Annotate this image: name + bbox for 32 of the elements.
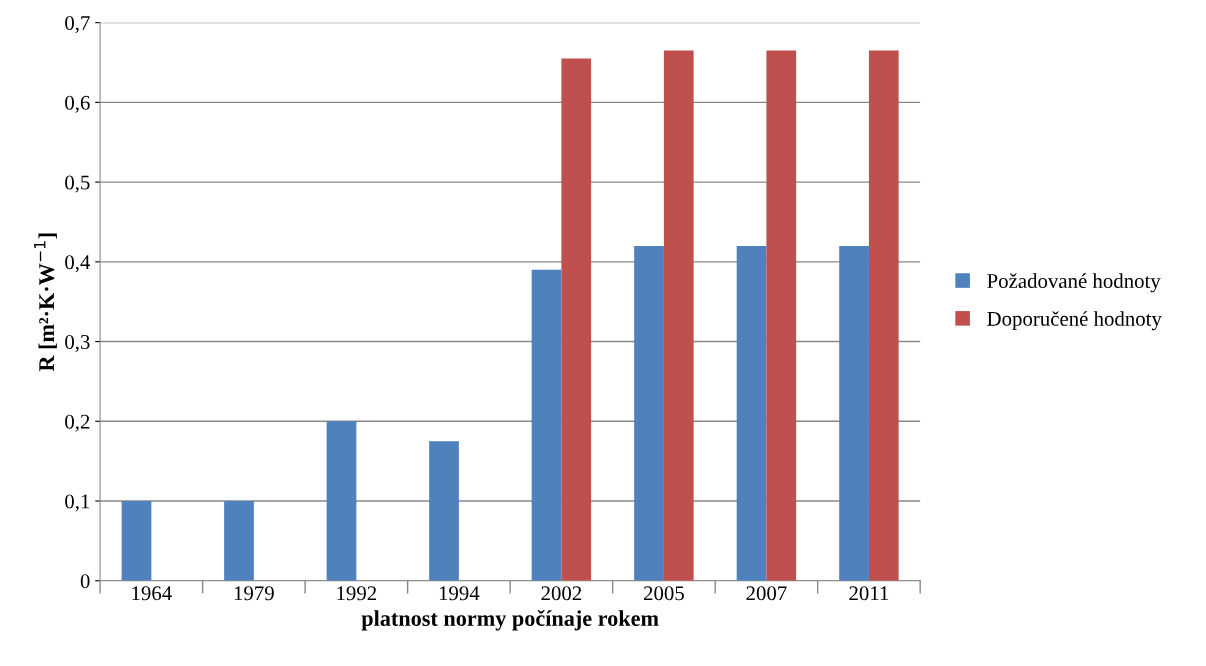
x-tick-label: 1979 xyxy=(234,586,274,601)
bar xyxy=(326,421,357,581)
bar xyxy=(121,501,152,581)
bar xyxy=(839,245,869,581)
x-tick-label: 2007 xyxy=(746,586,787,601)
x-axis-title: platnost normy počínaje rokem xyxy=(361,610,659,631)
x-tick-label: 1992 xyxy=(337,586,377,601)
y-tick-label: 0,3 xyxy=(65,334,90,352)
x-tick-label: 2011 xyxy=(849,586,889,601)
y-tick-label: 0,2 xyxy=(65,414,90,432)
y-axis-title: R [m²·K·W$^{−1}$] xyxy=(34,233,57,372)
x-tick-label: 1964 xyxy=(132,586,172,601)
bar xyxy=(736,245,767,581)
y-tick-label: 0,1 xyxy=(65,494,90,512)
bar xyxy=(663,50,694,581)
legend-label: Požadované hodnoty xyxy=(987,273,1161,293)
y-tick-label: 0 xyxy=(80,574,90,589)
legend-label: Doporučené hodnoty xyxy=(987,311,1162,331)
bar xyxy=(561,58,592,581)
bar xyxy=(429,441,459,581)
bar xyxy=(634,245,664,581)
bar xyxy=(224,501,254,581)
bar xyxy=(766,50,797,581)
y-tick-label: 0,7 xyxy=(65,16,90,34)
y-tick-label: 0,6 xyxy=(65,95,90,113)
y-tick-label: 0,4 xyxy=(65,255,91,273)
bar xyxy=(868,50,899,581)
y-tick-label: 0,5 xyxy=(65,175,90,193)
x-tick-label: 2005 xyxy=(643,586,684,601)
x-tick-label: 2002 xyxy=(541,586,582,601)
x-tick-label: 1994 xyxy=(439,586,480,601)
bar xyxy=(531,269,562,581)
